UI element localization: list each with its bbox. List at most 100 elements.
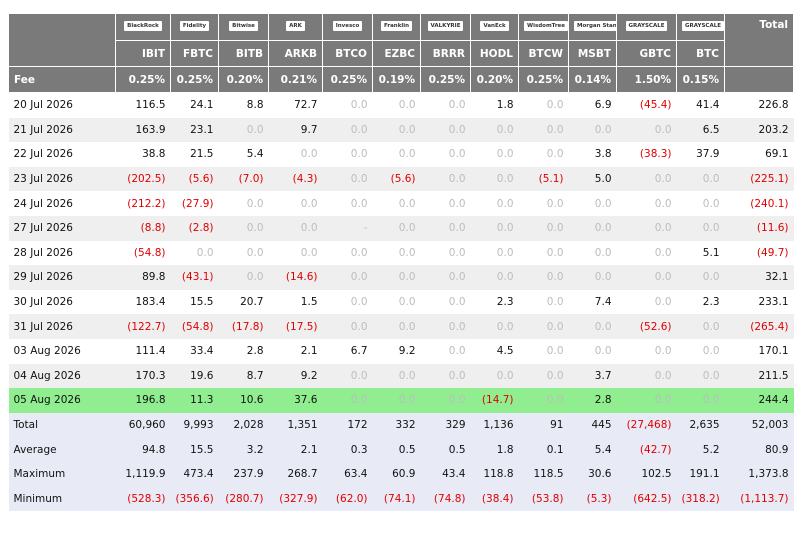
logo-cell: Morgan Stanley xyxy=(568,13,617,41)
ticker: FBTC xyxy=(170,40,219,67)
flow-value: 69.1 xyxy=(765,148,789,161)
issuer-logo: BlackRock xyxy=(124,20,162,31)
flow-value: 41.4 xyxy=(696,99,720,112)
summary-value: (38.4) xyxy=(470,486,519,512)
flow-value: 0.0 xyxy=(676,215,725,241)
flow-value: (27.9) xyxy=(181,197,214,210)
flow-value: 0.0 xyxy=(196,246,214,259)
flow-row: 03 Aug 2026 111.4 33.4 2.8 2.1 6.7 9.2 0.0 4.5 0.… xyxy=(9,339,794,364)
fee-value: 0.21% xyxy=(268,66,323,93)
flow-value: 0.0 xyxy=(518,117,569,143)
flow-value: 0.0 xyxy=(322,363,373,389)
flow-value: 7.4 xyxy=(594,296,612,309)
date: 20 Jul 2026 xyxy=(13,99,73,112)
summary-row: Maximum 1,119.9 473.4 237.9 268.7 63.4 60.9 43.… xyxy=(8,461,794,487)
flow-value: 0.0 xyxy=(546,148,564,161)
flow-value: 116.5 xyxy=(135,99,166,112)
flow-value: 0.0 xyxy=(470,314,519,339)
flow-value: 2.3 xyxy=(496,296,514,309)
ticker: BTCW xyxy=(518,40,569,67)
flow-value: 0.0 xyxy=(448,246,466,259)
flow-value: (17.8) xyxy=(218,314,269,339)
summary-row: Total 60,960 9,993 2,028 1,351 172 332 329 1,136… xyxy=(8,412,794,438)
issuer-logo: ARK xyxy=(286,20,305,31)
flow-value: 38.8 xyxy=(142,148,166,161)
ticker-row: IBIT FBTC BITB ARKB BTCO EZBC BRRR HODL BTCW MSBT… xyxy=(9,40,794,67)
flow-value: 0.0 xyxy=(420,314,471,339)
flow-row: 30 Jul 2026 183.4 15.5 20.7 1.5 0.0 0.0 0.0 2.3 0… xyxy=(9,290,794,315)
flow-value: (202.5) xyxy=(115,166,171,192)
issuer-logo: Invesco xyxy=(332,20,363,31)
flow-value: 9.2 xyxy=(398,345,416,358)
flow-value: 0.0 xyxy=(518,363,569,389)
summary-value: 30.6 xyxy=(568,461,617,487)
flow-value: 0.0 xyxy=(372,265,421,290)
flow-value: 0.0 xyxy=(300,197,318,210)
flow-value: 0.0 xyxy=(546,197,564,210)
date: 03 Aug 2026 xyxy=(13,345,81,358)
flow-value: 0.0 xyxy=(218,265,269,290)
fee-value: 0.25% xyxy=(115,66,171,93)
fee-value: 0.14% xyxy=(568,66,617,93)
summary-value: 237.9 xyxy=(218,461,269,487)
issuer-logo: Fidelity xyxy=(179,20,210,31)
flow-value: 170.1 xyxy=(758,345,789,358)
date: 04 Aug 2026 xyxy=(8,363,116,389)
corner-cell xyxy=(8,13,116,67)
fee-blank xyxy=(724,66,794,93)
summary-value: 329 xyxy=(420,412,471,438)
ticker: BTCO xyxy=(322,40,373,67)
flow-value: 0.0 xyxy=(350,99,368,112)
summary-value: (74.8) xyxy=(420,486,471,512)
flow-value: 21.5 xyxy=(190,148,214,161)
flow-value: 0.0 xyxy=(676,166,725,192)
summary-label: Maximum xyxy=(8,461,116,487)
flow-value: (212.2) xyxy=(127,197,166,210)
logo-cell: ARK xyxy=(268,13,323,41)
flow-value: 10.6 xyxy=(218,388,269,413)
flow-value: 0.0 xyxy=(702,197,720,210)
date: 27 Jul 2026 xyxy=(8,215,116,241)
ticker: BITB xyxy=(218,40,269,67)
flow-value: 0.0 xyxy=(448,148,466,161)
flow-value: (38.3) xyxy=(639,148,672,161)
flow-value: 0.0 xyxy=(654,345,672,358)
flow-value: 0.0 xyxy=(350,296,368,309)
flow-value: 0.0 xyxy=(568,215,617,241)
flow-value: 0.0 xyxy=(448,197,466,210)
date: 23 Jul 2026 xyxy=(8,166,116,192)
summary-value: 1,351 xyxy=(268,412,323,438)
flow-value: 0.0 xyxy=(398,296,416,309)
flow-value: 0.0 xyxy=(398,246,416,259)
fee-value: 0.25% xyxy=(170,66,219,93)
issuer-logo: Franklin xyxy=(380,20,413,31)
logo-cell: Fidelity xyxy=(170,13,219,41)
date: 22 Jul 2026 xyxy=(13,148,73,161)
flow-row: 22 Jul 2026 38.8 21.5 5.4 0.0 0.0 0.0 0.0 0.0 0.0… xyxy=(9,142,794,167)
issuer-logo: VALKYRIE xyxy=(427,20,464,31)
flow-value: (5.1) xyxy=(518,166,569,192)
flow-value: (5.6) xyxy=(170,166,219,192)
flow-value: 0.0 xyxy=(268,215,323,241)
summary-label: Total xyxy=(8,412,116,438)
flow-value: (49.7) xyxy=(756,246,789,259)
logo-cell: VALKYRIE xyxy=(420,13,471,41)
summary-value: 3.2 xyxy=(218,437,269,462)
summary-value: (528.3) xyxy=(115,486,171,512)
flow-row: 29 Jul 2026 89.8 (43.1) 0.0 (14.6) 0.0 0.0 0.0 0… xyxy=(8,265,794,290)
flow-value: 0.0 xyxy=(518,265,569,290)
flow-value: (14.7) xyxy=(470,388,519,413)
flow-value: 203.2 xyxy=(724,117,794,143)
flow-value: 0.0 xyxy=(616,117,677,143)
flow-value: 32.1 xyxy=(724,265,794,290)
flow-value: 0.0 xyxy=(518,314,569,339)
flow-value: 0.0 xyxy=(398,197,416,210)
flow-value: 0.0 xyxy=(676,388,725,413)
flow-value: 0.0 xyxy=(594,246,612,259)
flow-value: (265.4) xyxy=(724,314,794,339)
fee-value: 1.50% xyxy=(616,66,677,93)
flow-value: 15.5 xyxy=(190,296,214,309)
logo-cell: WisdomTree xyxy=(518,13,569,41)
logo-cell: BlackRock xyxy=(115,13,171,41)
etf-flow-table-wrap: BlackRock Fidelity Bitwise ARK Invesco Frankl… xyxy=(8,13,794,512)
